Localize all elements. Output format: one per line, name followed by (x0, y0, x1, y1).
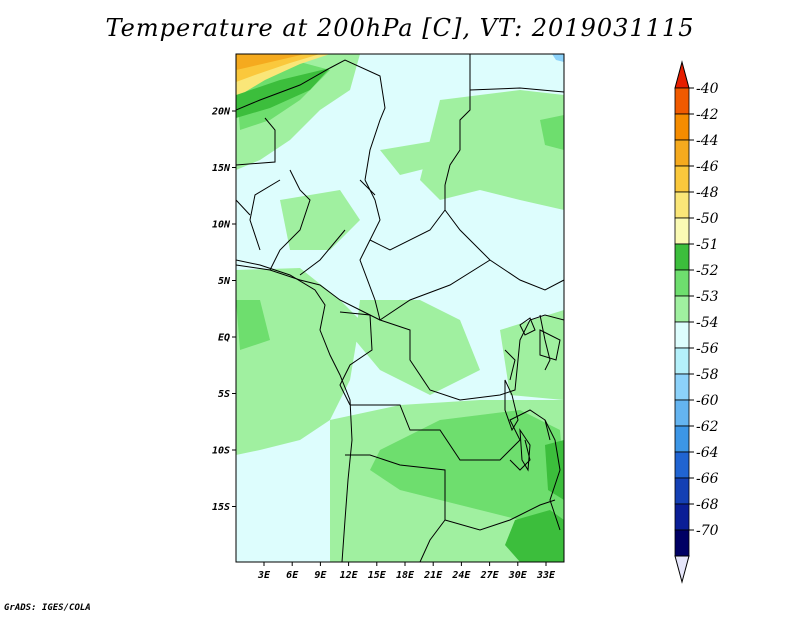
map-title: Temperature at 200hPa [C], VT: 201903111… (105, 14, 695, 42)
colorbar-label: -58 (696, 367, 719, 383)
colorbar-box (674, 347, 690, 375)
lon-tick-label: 24E (451, 570, 471, 581)
lon-tick-label: 15E (368, 570, 387, 581)
colorbar: -40 -42 -44 -46 -48 -50 -51 -52 -53 -54 -56 -58 -60 -… (674, 60, 719, 584)
colorbar-box (674, 87, 690, 115)
colorbar-label: -48 (696, 185, 719, 201)
lon-tick-label: 33E (536, 570, 556, 581)
colorbar-box (674, 503, 690, 531)
colorbar-label: -54 (696, 315, 719, 331)
colorbar-box (674, 529, 690, 557)
map-fill (236, 54, 564, 562)
lat-tick-label: 10N (212, 220, 231, 231)
colorbar-label: -64 (696, 445, 719, 461)
lon-tick-label: 6E (286, 570, 299, 581)
latitude-axis: 20N 15N 10N 5N EQ 5S 10S 15S (211, 107, 236, 513)
colorbar-label: -56 (696, 341, 719, 357)
lon-tick-label: 12E (340, 570, 359, 581)
colorbar-label: -42 (696, 107, 719, 123)
longitude-axis: 3E 6E 9E 12E 15E 18E 21E 24E 27E 30E 33E (257, 562, 556, 581)
colorbar-label: -53 (696, 289, 719, 305)
lat-tick-label: EQ (218, 333, 230, 344)
colorbar-label: -40 (696, 81, 719, 97)
colorbar-label: -60 (696, 393, 719, 409)
lakes (359, 179, 561, 472)
colorbar-label: -66 (696, 471, 719, 487)
map-frame (235, 53, 565, 563)
lon-tick-label: 21E (423, 570, 443, 581)
lat-tick-label: 10S (212, 446, 230, 457)
lon-tick-label: 18E (396, 570, 415, 581)
colorbar-box (674, 399, 690, 427)
contour-51 (236, 68, 564, 562)
colorbar-box (674, 191, 690, 219)
colorbar-box (674, 217, 690, 245)
colorbar-label: -62 (696, 419, 719, 435)
grads-credit: GrADS: IGES/COLA (4, 603, 91, 613)
colorbar-box (674, 425, 690, 453)
colorbar-label: -46 (696, 159, 719, 175)
colorbar-label: -70 (696, 523, 719, 539)
lat-tick-label: 15N (212, 163, 231, 174)
colorbar-box (674, 451, 690, 479)
colorbar-box (674, 295, 690, 323)
lat-tick-label: 15S (212, 502, 230, 513)
colorbar-label: -44 (696, 133, 719, 149)
lat-tick-label: 20N (211, 107, 231, 118)
colorbar-top-triangle (674, 60, 690, 89)
colorbar-box (674, 269, 690, 297)
lon-tick-label: 30E (508, 570, 528, 581)
lon-tick-label: 3E (257, 570, 271, 581)
colorbar-label: -52 (696, 263, 719, 279)
lat-tick-label: 5N (218, 276, 231, 287)
colorbar-box (674, 113, 690, 141)
colorbar-box (674, 321, 690, 349)
lon-tick-label: 27E (480, 570, 500, 581)
lon-tick-label: 9E (314, 570, 327, 581)
colorbar-box (674, 139, 690, 167)
colorbar-bottom-triangle (674, 555, 690, 584)
colorbar-label: -68 (696, 497, 719, 513)
colorbar-label: -50 (696, 211, 719, 227)
colorbar-box (674, 165, 690, 193)
country-borders (236, 54, 564, 562)
lat-tick-label: 5S (218, 389, 230, 400)
colorbar-box (674, 373, 690, 401)
colorbar-box (674, 243, 690, 271)
coastline (236, 259, 353, 562)
colorbar-label: -51 (696, 237, 719, 253)
colorbar-box (674, 477, 690, 505)
